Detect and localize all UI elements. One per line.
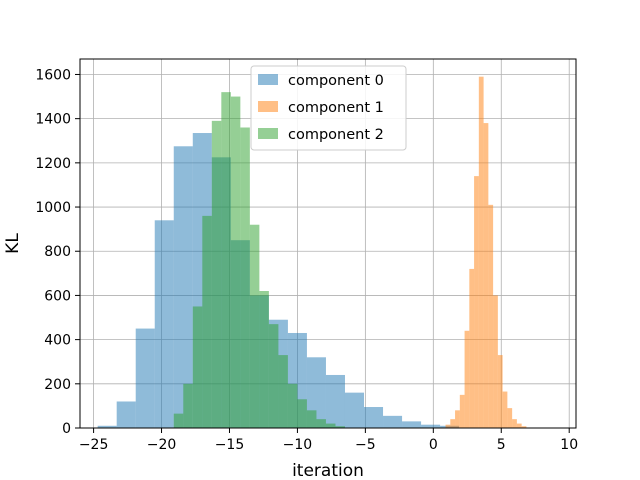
y-tick-label: 200 [44,377,71,393]
bar-component-1 [512,419,517,428]
x-axis-ticks: −25 −20 −15 −10 −5 0 5 10 [79,428,578,453]
y-tick-label: 800 [44,244,71,260]
bar-component-2 [221,92,231,429]
x-tick-label: −10 [283,437,313,453]
bar-component-1 [450,419,456,428]
y-axis-ticks: 0 200 400 600 800 1000 1200 1400 1600 [35,67,80,437]
bar-component-2 [335,426,345,428]
legend: component 0 component 1 component 2 [250,65,407,151]
x-tick-label: 10 [560,437,578,453]
legend-label-2: component 2 [288,127,384,143]
bar-component-0 [421,424,441,428]
bar-component-1 [516,423,522,428]
bar-component-0 [325,374,345,428]
bar-component-2 [268,324,279,428]
x-tick-label: −20 [147,437,177,453]
bar-component-1 [493,295,498,428]
x-tick-label: 5 [497,437,506,453]
bar-component-2 [287,383,298,428]
bar-component-1 [459,394,465,428]
bar-component-2 [259,291,269,428]
legend-label-1: component 1 [288,100,384,116]
y-tick-label: 1400 [35,112,71,128]
y-tick-label: 1000 [35,200,71,216]
x-tick-label: 0 [429,437,438,453]
bar-component-2 [249,224,260,428]
bar-component-1 [464,330,470,428]
bar-component-2 [183,383,193,428]
bar-component-1 [455,410,460,428]
legend-swatch-0 [258,74,278,85]
bar-component-1 [488,204,494,428]
bar-component-1 [483,123,489,428]
bar-component-1 [469,268,475,428]
legend-box [250,65,407,151]
bar-component-0 [135,328,155,428]
y-tick-label: 0 [62,421,71,437]
x-tick-label: −15 [215,437,245,453]
y-tick-label: 400 [44,333,71,349]
bar-component-2 [325,423,336,428]
bar-component-1 [497,355,503,428]
bar-component-2 [278,355,288,428]
y-tick-label: 1600 [35,67,71,83]
y-tick-label: 600 [44,288,71,304]
legend-label-0: component 0 [288,73,384,89]
bar-component-2 [173,413,184,428]
bar-component-2 [211,120,222,429]
plot-frame [79,58,577,429]
x-axis-label: iteration [292,461,364,480]
bar-component-1 [474,176,479,428]
bar-component-0 [154,220,174,428]
bar-component-2 [316,419,326,428]
bar-component-2 [192,306,203,428]
bar-component-1 [445,424,451,428]
bar-component-1 [502,391,508,428]
bar-component-1 [478,76,484,429]
histogram-bars [97,76,527,429]
bar-component-1 [507,408,513,428]
bar-component-0 [383,415,403,428]
x-tick-label: −25 [79,437,109,453]
bar-component-2 [297,399,307,428]
bar-component-2 [202,215,212,428]
bar-component-0 [116,401,136,428]
bar-component-0 [173,146,193,428]
bar-component-1 [521,426,527,428]
bar-component-2 [306,410,317,428]
bar-component-0 [364,407,384,428]
y-axis-label: KL [3,233,23,254]
x-tick-label: −5 [355,437,376,453]
legend-swatch-1 [258,101,278,112]
bar-component-0 [402,421,422,428]
bar-component-2 [230,96,241,429]
bar-component-2 [240,127,250,428]
y-tick-label: 1200 [35,156,71,172]
bar-component-0 [344,392,365,428]
bar-component-0 [97,425,117,428]
legend-swatch-2 [258,128,278,139]
